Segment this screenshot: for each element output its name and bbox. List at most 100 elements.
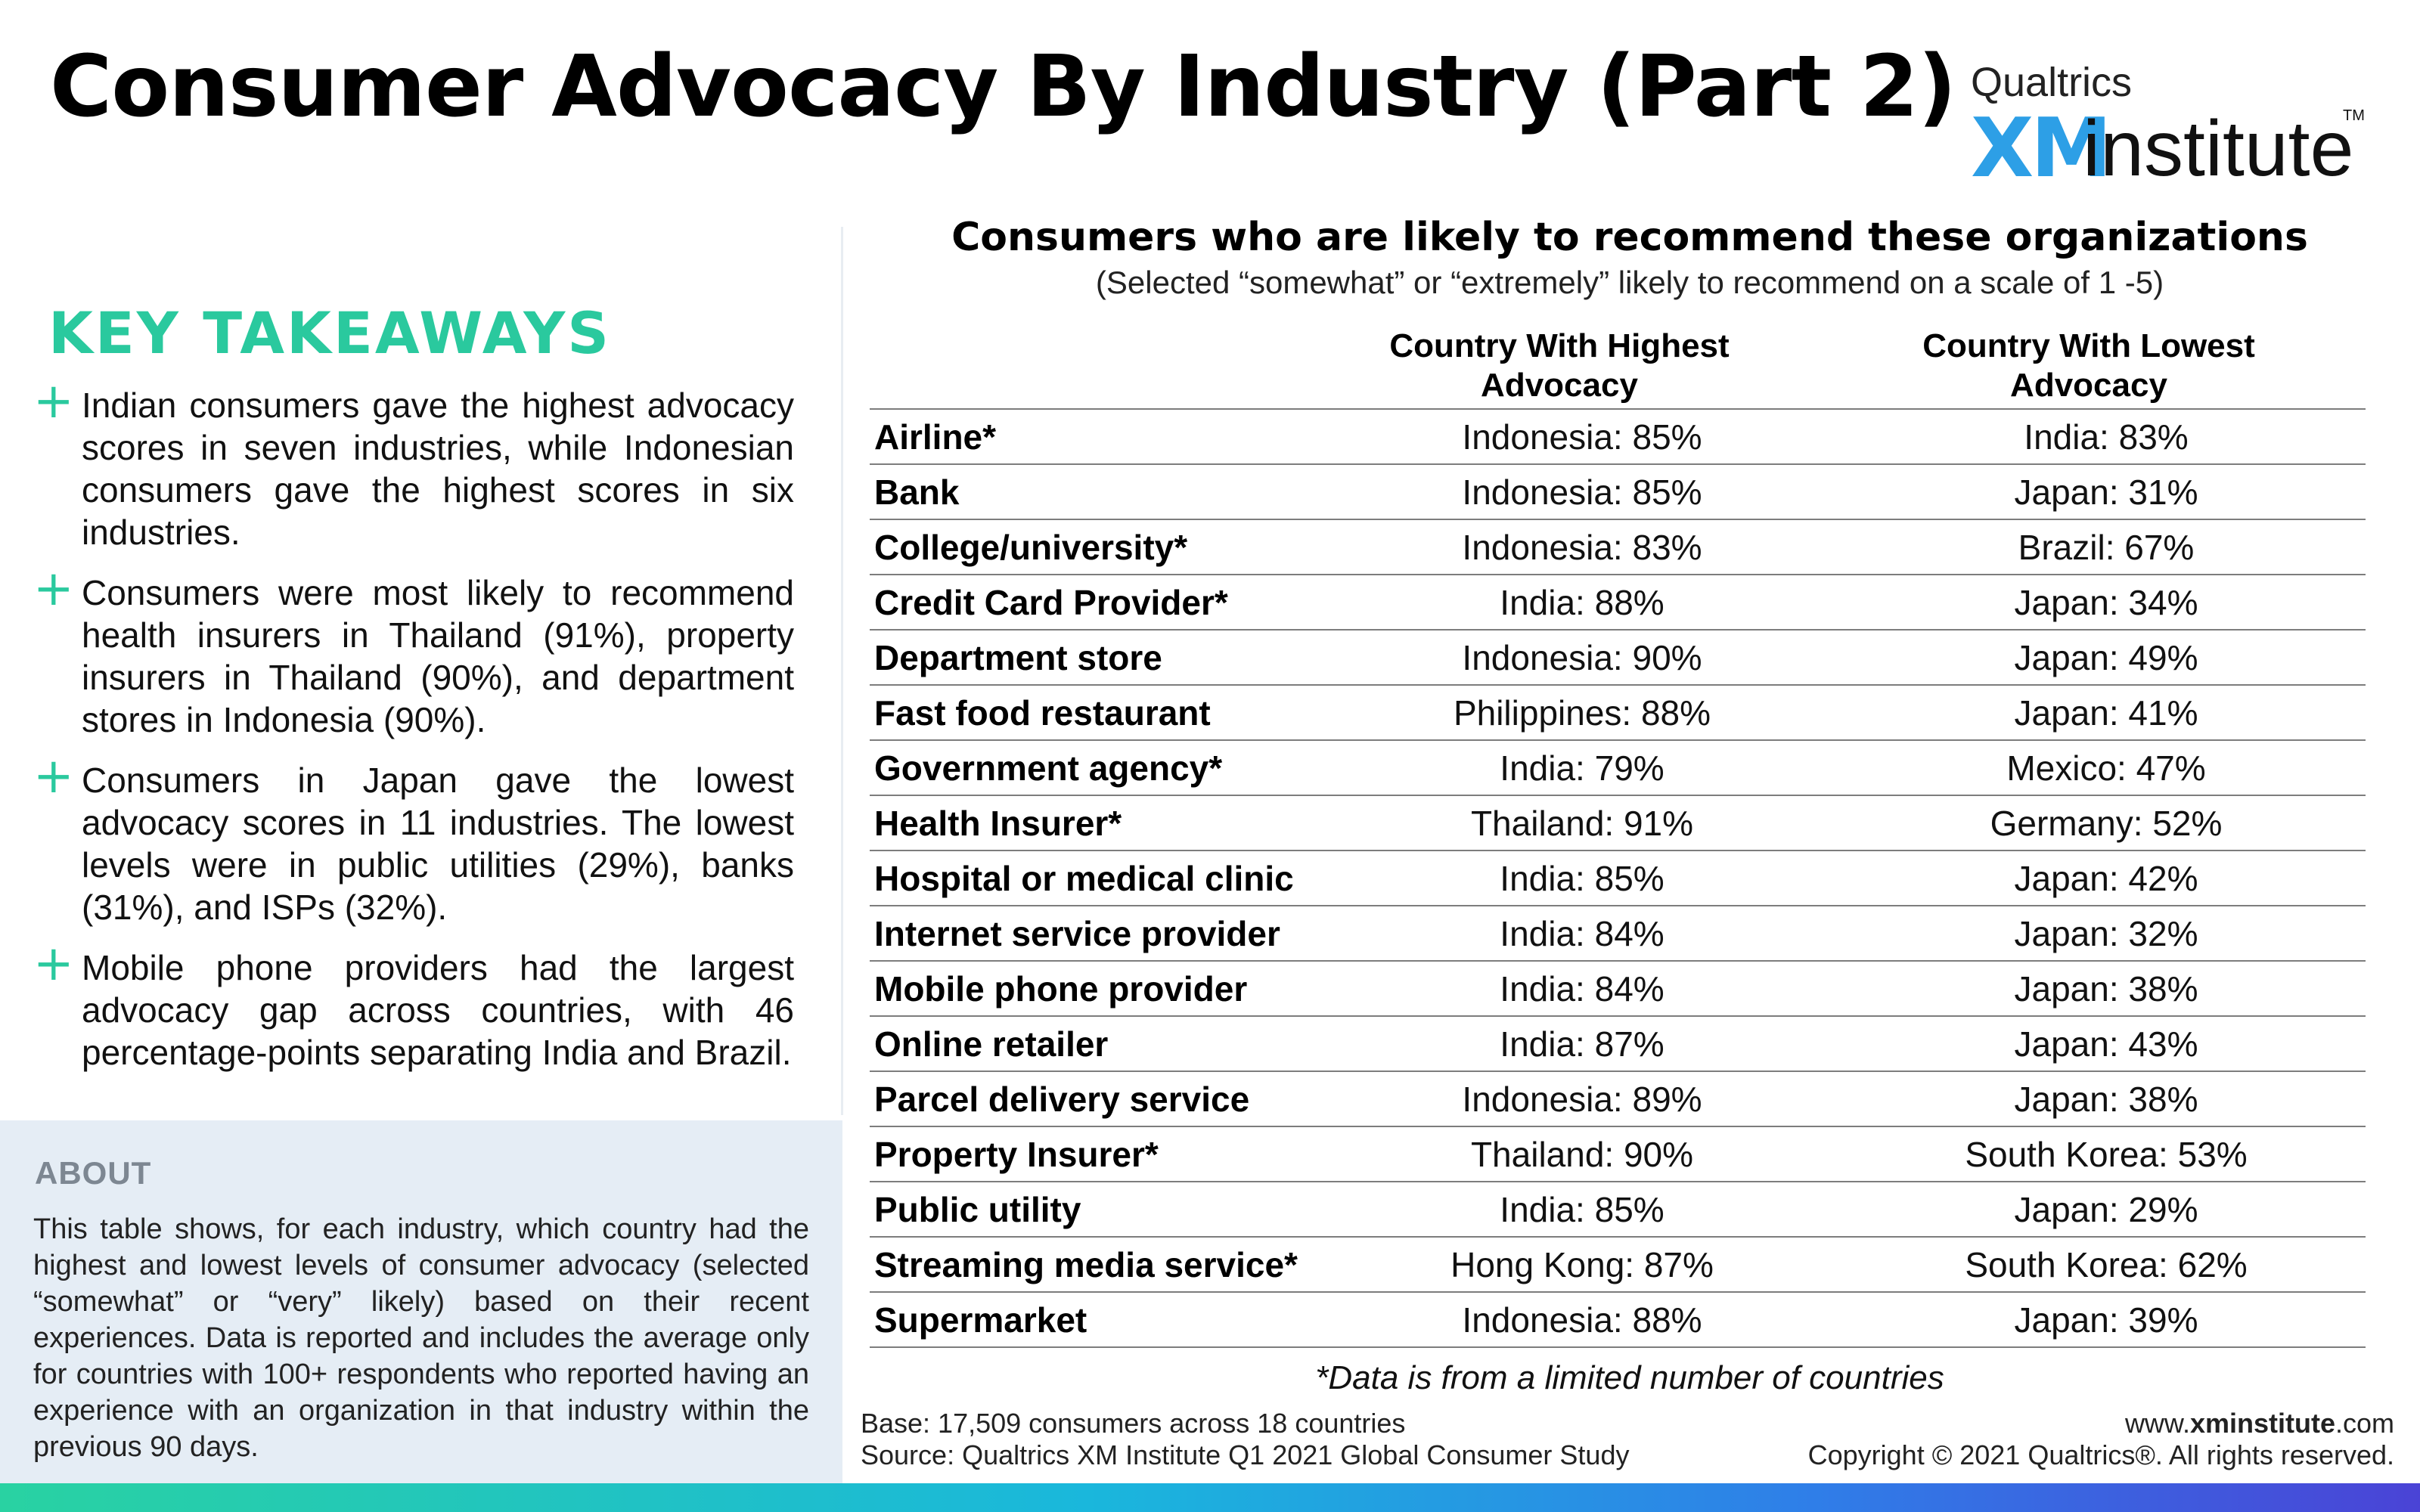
website-link[interactable]: www.xminstitute.com [2125,1408,2394,1439]
lowest-cell: South Korea: 53% [1847,1126,2366,1182]
lowest-cell: South Korea: 62% [1847,1236,2366,1292]
page-title: Consumer Advocacy By Industry (Part 2) [50,38,1956,136]
industry-cell: Supermarket [870,1291,1317,1348]
website-bold: xminstitute [2189,1408,2335,1439]
industry-cell: Health Insurer* [870,795,1317,850]
highest-cell: India: 85% [1317,850,1847,906]
section-divider [841,227,843,1115]
takeaway-item: + Consumers in Japan gave the lowest advo… [33,748,794,928]
column-header-lowest: Country With Lowest Advocacy [1922,327,2255,404]
table-footnote: *Data is from a limited number of countr… [1315,1359,1944,1396]
table-row: Mobile phone provider India: 84% Japan: 38… [870,960,2366,1016]
lowest-cell: India: 83% [1847,408,2366,464]
lowest-cell: Japan: 32% [1847,905,2366,961]
table-row: Parcel delivery service Indonesia: 89% Jap… [870,1070,2366,1126]
industry-cell: Mobile phone provider [870,960,1317,1016]
industry-cell: Online retailer [870,1015,1317,1071]
takeaways-list: + Indian consumers gave the highest advoc… [33,373,794,1092]
lowest-cell: Japan: 39% [1847,1291,2366,1348]
industry-cell: Streaming media service* [870,1236,1317,1292]
lowest-cell: Japan: 42% [1847,850,2366,906]
lowest-cell: Japan: 29% [1847,1181,2366,1237]
industry-cell: Government agency* [870,739,1317,795]
gradient-footer-bar [0,1483,2420,1512]
lowest-cell: Germany: 52% [1847,795,2366,850]
lowest-cell: Japan: 41% [1847,684,2366,740]
highest-cell: India: 79% [1317,739,1847,795]
key-takeaways-heading: KEY TAKEAWAYS [48,299,612,367]
industry-cell: Airline* [870,408,1317,464]
plus-icon: + [33,373,74,429]
highest-cell: Indonesia: 85% [1317,463,1847,519]
industry-cell: Internet service provider [870,905,1317,961]
copyright-text: Copyright © 2021 Qualtrics®. All rights … [1807,1439,2394,1470]
table-row: Credit Card Provider* India: 88% Japan: 34… [870,574,2366,630]
lowest-cell: Japan: 38% [1847,1070,2366,1126]
table-row: College/university* Indonesia: 83% Brazil:… [870,519,2366,575]
takeaway-item: + Indian consumers gave the highest advoc… [33,373,794,553]
website-suffix: .com [2335,1408,2394,1439]
industry-cell: Parcel delivery service [870,1070,1317,1126]
table-row: Health Insurer* Thailand: 91% Germany: 52% [870,795,2366,850]
lowest-cell: Mexico: 47% [1847,739,2366,795]
plus-icon: + [33,748,74,804]
industry-cell: Credit Card Provider* [870,574,1317,630]
table-row: Hospital or medical clinic India: 85% Japa… [870,850,2366,906]
table-row: Public utility India: 85% Japan: 29% [870,1181,2366,1237]
table-row: Online retailer India: 87% Japan: 43% [870,1015,2366,1071]
lowest-cell: Japan: 49% [1847,629,2366,685]
highest-cell: Indonesia: 83% [1317,519,1847,575]
industry-cell: Fast food restaurant [870,684,1317,740]
highest-cell: India: 88% [1317,574,1847,630]
lowest-cell: Japan: 38% [1847,960,2366,1016]
xm-institute-logo: Qualtrics XM institute TM [1971,59,2365,196]
lowest-cell: Japan: 34% [1847,574,2366,630]
table-title: Consumers who are likely to recommend th… [951,215,2308,260]
takeaway-item: + Consumers were most likely to recommend… [33,561,794,741]
about-heading: ABOUT [35,1155,152,1191]
source-note: Source: Qualtrics XM Institute Q1 2021 G… [861,1439,1630,1470]
highest-cell: Thailand: 90% [1317,1126,1847,1182]
about-text: This table shows, for each industry, whi… [33,1213,809,1463]
highest-cell: Philippines: 88% [1317,684,1847,740]
website-prefix: www. [2124,1408,2190,1439]
takeaway-text: Consumers in Japan gave the lowest advoc… [82,761,794,927]
table-row: Bank Indonesia: 85% Japan: 31% [870,463,2366,519]
takeaway-text: Consumers were most likely to recommend … [82,573,794,739]
industry-cell: Hospital or medical clinic [870,850,1317,906]
industry-cell: Bank [870,463,1317,519]
takeaway-text: Mobile phone providers had the largest a… [82,948,794,1072]
highest-cell: India: 85% [1317,1181,1847,1237]
highest-cell: Indonesia: 89% [1317,1070,1847,1126]
highest-cell: India: 87% [1317,1015,1847,1071]
lowest-cell: Brazil: 67% [1847,519,2366,575]
industry-cell: College/university* [870,519,1317,575]
table-row: Fast food restaurant Philippines: 88% Japa… [870,684,2366,740]
lowest-cell: Japan: 43% [1847,1015,2366,1071]
highest-cell: Hong Kong: 87% [1317,1236,1847,1292]
table-row: Supermarket Indonesia: 88% Japan: 39% [870,1291,2366,1348]
highest-cell: Indonesia: 85% [1317,408,1847,464]
highest-cell: India: 84% [1317,905,1847,961]
industry-cell: Public utility [870,1181,1317,1237]
takeaway-text: Indian consumers gave the highest advoca… [82,386,794,552]
logo-institute-text: institute [2083,105,2354,193]
table-row: Property Insurer* Thailand: 90% South Kore… [870,1126,2366,1182]
highest-cell: Thailand: 91% [1317,795,1847,850]
industry-cell: Property Insurer* [870,1126,1317,1182]
table-row: Department store Indonesia: 90% Japan: 49% [870,629,2366,685]
advocacy-table: Airline* Indonesia: 85% India: 83% Bank Indo… [870,408,2366,1348]
industry-cell: Department store [870,629,1317,685]
table-row: Streaming media service* Hong Kong: 87% So… [870,1236,2366,1292]
highest-cell: Indonesia: 90% [1317,629,1847,685]
table-row: Airline* Indonesia: 85% India: 83% [870,408,2366,464]
plus-icon: + [33,936,74,992]
table-row: Internet service provider India: 84% Japan… [870,905,2366,961]
takeaway-item: + Mobile phone providers had the largest … [33,936,794,1074]
table-row: Government agency* India: 79% Mexico: 47% [870,739,2366,795]
base-note: Base: 17,509 consumers across 18 countri… [861,1408,1406,1439]
table-subtitle: (Selected “somewhat” or “extremely” like… [1095,265,2164,300]
highest-cell: India: 84% [1317,960,1847,1016]
lowest-cell: Japan: 31% [1847,463,2366,519]
logo-trademark: TM [2343,107,2365,124]
